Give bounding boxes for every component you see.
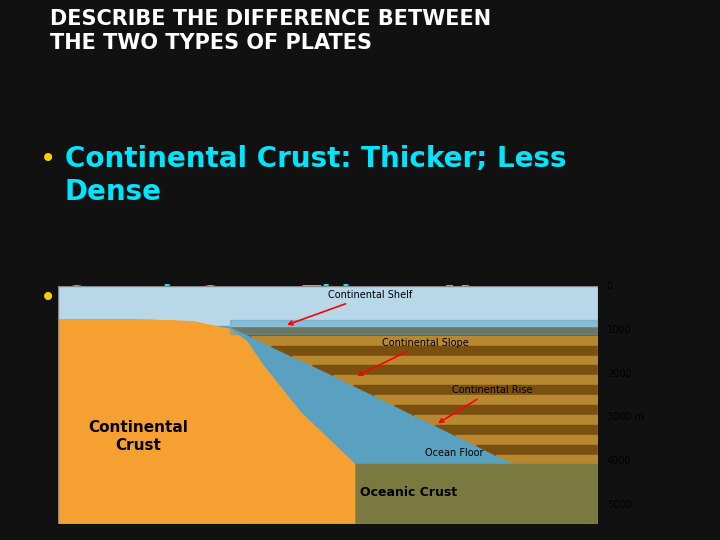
Text: Continental Shelf: Continental Shelf — [289, 290, 412, 325]
Text: Oceanic Crust: Thinner; More: Oceanic Crust: Thinner; More — [65, 284, 523, 312]
Polygon shape — [394, 405, 598, 415]
Text: 4000: 4000 — [607, 456, 631, 466]
Text: 0: 0 — [607, 281, 613, 291]
Bar — [230, 320, 598, 334]
Bar — [246, 286, 598, 326]
Polygon shape — [415, 415, 598, 425]
Polygon shape — [292, 355, 598, 366]
Polygon shape — [58, 286, 355, 524]
Polygon shape — [333, 375, 598, 385]
Polygon shape — [58, 286, 355, 524]
Text: 5000: 5000 — [607, 500, 631, 510]
Text: Oceanic Crust: Oceanic Crust — [360, 485, 457, 498]
Text: •: • — [40, 145, 56, 173]
Polygon shape — [251, 336, 598, 346]
Polygon shape — [353, 385, 598, 395]
Text: Ocean Floor: Ocean Floor — [425, 448, 483, 457]
Bar — [246, 464, 598, 524]
Polygon shape — [312, 366, 598, 375]
Text: 2000: 2000 — [607, 369, 631, 379]
Text: DESCRIBE THE DIFFERENCE BETWEEN
THE TWO TYPES OF PLATES: DESCRIBE THE DIFFERENCE BETWEEN THE TWO … — [50, 9, 492, 53]
Bar — [58, 326, 598, 524]
Text: 1000: 1000 — [607, 325, 631, 335]
Polygon shape — [476, 444, 598, 455]
Polygon shape — [271, 346, 598, 355]
Polygon shape — [230, 326, 598, 336]
Polygon shape — [455, 435, 598, 444]
Text: •: • — [40, 284, 56, 312]
Bar — [230, 286, 598, 326]
Text: Continental Slope: Continental Slope — [359, 338, 468, 375]
Polygon shape — [496, 455, 598, 464]
Text: Continental Rise: Continental Rise — [439, 385, 532, 422]
Text: Continental
Crust: Continental Crust — [89, 421, 189, 453]
Text: Continental Crust: Thicker; Less
Dense: Continental Crust: Thicker; Less Dense — [65, 145, 567, 206]
Polygon shape — [374, 395, 598, 405]
Polygon shape — [435, 425, 598, 435]
Text: 3000 m: 3000 m — [607, 413, 644, 422]
